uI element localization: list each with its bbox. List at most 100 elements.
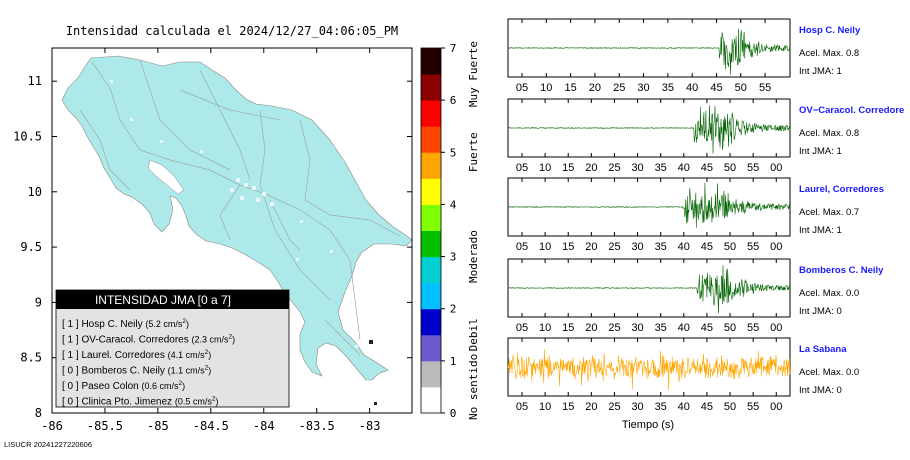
time-tick-label: 20 bbox=[589, 82, 601, 94]
time-tick-label: 25 bbox=[613, 82, 625, 94]
colorbar-segment bbox=[421, 100, 441, 127]
colorbar-segment bbox=[421, 386, 441, 414]
time-tick-label: 45 bbox=[701, 162, 713, 174]
time-tick-label: 10 bbox=[539, 241, 551, 253]
time-tick-label: 15 bbox=[562, 162, 574, 174]
legend-level: [ 1 ] bbox=[62, 335, 81, 346]
colorbar-tick-label: 0 bbox=[450, 407, 457, 420]
station-name: OV−Caracol. Corredore bbox=[799, 105, 904, 116]
waveform-line bbox=[507, 348, 791, 391]
legend-station: Paseo Colon bbox=[81, 381, 141, 392]
colorbar-category: Debil bbox=[467, 318, 480, 351]
x-tick-label: -84.5 bbox=[193, 419, 229, 433]
legend-acc: (2.3 cm/s bbox=[192, 335, 230, 345]
x-tick-label: -83.5 bbox=[299, 419, 335, 433]
time-tick-label: 25 bbox=[608, 322, 620, 334]
map-y-axis: 8 8.5 9 9.5 10 10.5 11 bbox=[13, 74, 412, 420]
station-intensity: Int JMA: 1 bbox=[799, 66, 842, 77]
time-tick-label: 55 bbox=[747, 241, 759, 253]
y-tick-label: 9.5 bbox=[20, 240, 42, 254]
road-network bbox=[79, 59, 401, 356]
legend-end: ) bbox=[186, 319, 189, 329]
time-tick-label: 35 bbox=[655, 162, 667, 174]
legend-end: ) bbox=[215, 397, 218, 407]
time-tick-label: 50 bbox=[735, 82, 747, 94]
station-name: Laurel, Corredores bbox=[799, 184, 884, 195]
footer-id: LISUCR 20241227220606 bbox=[4, 440, 92, 449]
legend-station: Hosp C. Neily bbox=[81, 319, 145, 330]
waveform-line bbox=[507, 264, 791, 314]
time-tick-label: 00 bbox=[770, 401, 782, 413]
legend-row: [ 0 ] Clinica Pto. Jimenez (0.5 cm/s2) bbox=[62, 396, 218, 408]
time-tick-label: 20 bbox=[585, 241, 597, 253]
colorbar-segment bbox=[421, 74, 441, 101]
time-tick-label: 00 bbox=[770, 322, 782, 334]
time-tick-label: 30 bbox=[631, 401, 643, 413]
x-tick-label: -85 bbox=[147, 419, 169, 433]
trace-panel: 05 10 15 20 25 30 35 40 45 50 55 00 OV−Caracol. Corr… bbox=[507, 98, 904, 174]
trace-panel: 05 10 15 20 25 30 35 40 45 50 55 00 Bomberos C. Neil… bbox=[507, 258, 884, 334]
station-marker bbox=[369, 340, 373, 344]
legend-level: [ 0 ] bbox=[62, 397, 81, 408]
gulf-nicoya bbox=[147, 159, 185, 195]
station-accel: Acel. Max. 0.7 bbox=[799, 207, 859, 218]
time-tick-label: 55 bbox=[747, 162, 759, 174]
legend-row: [ 1 ] OV-Caracol. Corredores (2.3 cm/s2) bbox=[62, 334, 235, 346]
station-accel: Acel. Max. 0.0 bbox=[799, 367, 859, 378]
time-tick-label: 00 bbox=[770, 162, 782, 174]
y-tick-label: 9 bbox=[35, 295, 42, 309]
station-name: Hosp C. Neily bbox=[799, 25, 861, 36]
trace-panel: 05 10 15 20 25 30 35 40 45 50 55 00 La Sabana Acel. M… bbox=[507, 337, 859, 413]
legend-end: ) bbox=[182, 381, 185, 391]
time-tick-label: 55 bbox=[747, 322, 759, 334]
legend-sup: 2 bbox=[182, 318, 186, 325]
station-intensity: Int JMA: 0 bbox=[799, 306, 842, 317]
colorbar-segment bbox=[421, 48, 441, 75]
legend-acc: (0.5 cm/s bbox=[175, 397, 213, 407]
time-tick-label: 05 bbox=[516, 82, 528, 94]
station-accel: Acel. Max. 0.8 bbox=[799, 128, 859, 139]
station-name: La Sabana bbox=[799, 344, 847, 355]
station-intensity: Int JMA: 1 bbox=[799, 146, 842, 157]
legend-row: [ 0 ] Paseo Colon (0.6 cm/s2) bbox=[62, 380, 185, 392]
waveform-line bbox=[507, 105, 791, 154]
time-tick-label: 10 bbox=[539, 401, 551, 413]
time-tick-label: 00 bbox=[770, 241, 782, 253]
station-intensity: Int JMA: 0 bbox=[799, 385, 842, 396]
time-tick-label: 30 bbox=[637, 82, 649, 94]
x-tick-label: -83 bbox=[359, 419, 381, 433]
waveform-line bbox=[507, 28, 791, 75]
trace-panel: 05 10 15 20 25 30 35 40 45 50 55 00 Laurel, Corredor… bbox=[507, 177, 884, 253]
colorbar-segment bbox=[421, 282, 441, 310]
legend-acc: (4.1 cm/s bbox=[168, 350, 206, 360]
waveform-line bbox=[507, 182, 791, 228]
colorbar-category: No sentido bbox=[467, 354, 480, 420]
legend-header: INTENSIDAD JMA [0 a 7] bbox=[95, 293, 231, 307]
legend-end: ) bbox=[232, 335, 235, 345]
time-tick-label: 55 bbox=[747, 401, 759, 413]
time-tick-label: 40 bbox=[678, 322, 690, 334]
time-tick-label: 20 bbox=[585, 401, 597, 413]
time-tick-label: 25 bbox=[608, 162, 620, 174]
city-points bbox=[110, 80, 358, 348]
legend-sup: 2 bbox=[212, 396, 216, 403]
x-tick-label: -85.5 bbox=[87, 419, 123, 433]
map-title: Intensidad calculada el 2024/12/27_04:06… bbox=[66, 24, 398, 38]
legend-acc: (0.6 cm/s bbox=[142, 381, 180, 391]
waveform-panels: 05 10 15 20 25 30 35 40 45 50 55 Hosp C. Neily Acel.… bbox=[507, 18, 904, 413]
legend-sup: 2 bbox=[179, 380, 183, 387]
time-tick-label: 40 bbox=[686, 82, 698, 94]
legend-acc: (5.2 cm/s bbox=[145, 319, 183, 329]
legend-end: ) bbox=[208, 366, 211, 376]
map-frame bbox=[51, 47, 413, 414]
time-tick-label: 15 bbox=[564, 82, 576, 94]
legend-station: Clinica Pto. Jimenez bbox=[81, 397, 174, 408]
y-tick-label: 11 bbox=[28, 74, 42, 88]
colorbar-segment bbox=[421, 334, 441, 362]
time-tick-label: 45 bbox=[710, 82, 722, 94]
time-tick-label: 05 bbox=[516, 162, 528, 174]
colorbar-tick-label: 6 bbox=[450, 94, 457, 107]
legend-row: [ 1 ] Hosp C. Neily (5.2 cm/s2) bbox=[62, 318, 189, 330]
time-tick-label: 45 bbox=[701, 401, 713, 413]
colorbar-segment bbox=[421, 204, 441, 231]
